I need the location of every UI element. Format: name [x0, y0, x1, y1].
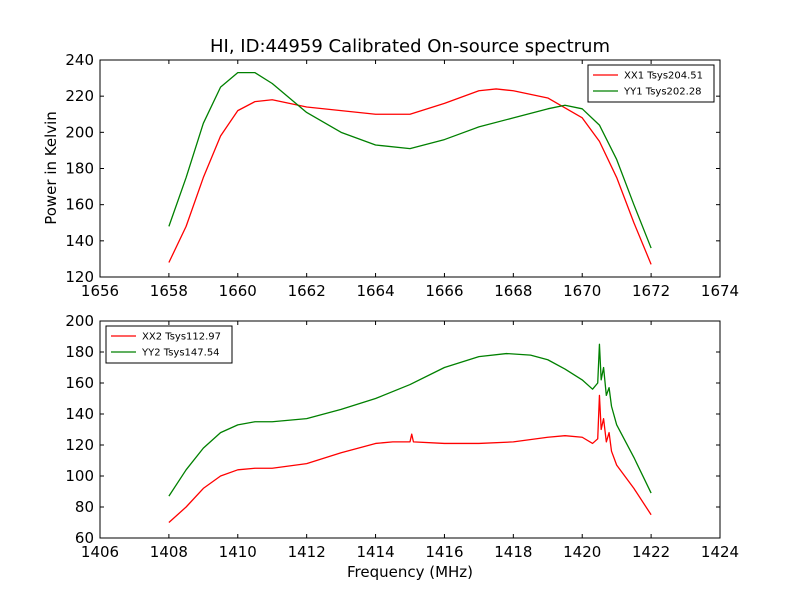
x-tick-label: 1670 — [563, 282, 601, 300]
x-tick-label: 1418 — [494, 543, 532, 561]
x-tick-label: 1674 — [701, 282, 739, 300]
series-line-1-2 — [168, 72, 652, 249]
series-line-2-2 — [168, 343, 652, 497]
y-tick-label: 200 — [65, 312, 94, 330]
y-tick-label: 200 — [65, 123, 94, 141]
x-tick-label: 1414 — [356, 543, 394, 561]
legend-box — [105, 325, 233, 364]
x-tick-label: 1424 — [701, 543, 739, 561]
y-tick-label: 120 — [65, 436, 94, 454]
series-line-2-1 — [168, 394, 652, 523]
plot-panel-2: 1406 1408 1410 1412 1414 1416 1418 1420 1422 1424… — [65, 312, 739, 561]
legend-box — [587, 64, 715, 103]
chart-title: HI, ID:44959 Calibrated On-source spectr… — [210, 36, 610, 57]
y-tick-label: 220 — [65, 87, 94, 105]
y-axis-title: Power in Kelvin — [42, 111, 60, 225]
axes-frame — [99, 320, 721, 539]
x-tick-label: 1406 — [81, 543, 119, 561]
y-tick-label: 160 — [65, 374, 94, 392]
y-tick-label: 180 — [65, 160, 94, 178]
x-tick-label: 1410 — [219, 543, 257, 561]
y-tick-label: 180 — [65, 343, 94, 361]
x-tick-label: 1412 — [288, 543, 326, 561]
y-tick-label: 160 — [65, 196, 94, 214]
x-tick-label: 1416 — [425, 543, 463, 561]
plot-panels: 1656 1658 1660 1662 1664 1666 1668 1670 1672 1674… — [65, 51, 739, 561]
x-tick-label: 1664 — [356, 282, 394, 300]
y-tick-label: 120 — [65, 268, 94, 286]
legend: XX1 Tsys204.51 YY1 Tsys202.28 — [587, 64, 715, 103]
legend-label: YY1 Tsys202.28 — [623, 87, 702, 98]
x-axis-title: Frequency (MHz) — [347, 563, 473, 581]
y-tick-label: 100 — [65, 467, 94, 485]
x-tick-label: 1660 — [219, 282, 257, 300]
x-tick-label: 1672 — [632, 282, 670, 300]
x-tick-label: 1408 — [150, 543, 188, 561]
y-tick-label: 240 — [65, 51, 94, 69]
y-tick-label: 140 — [65, 405, 94, 423]
x-tick-label: 1656 — [81, 282, 119, 300]
legend: XX2 Tsys112.97 YY2 Tsys147.54 — [105, 325, 233, 364]
legend-label: XX2 Tsys112.97 — [142, 332, 221, 343]
y-tick-label: 140 — [65, 232, 94, 250]
legend-label: YY2 Tsys147.54 — [141, 348, 220, 359]
x-tick-label: 1662 — [288, 282, 326, 300]
series-line-1-1 — [168, 88, 652, 265]
x-tick-label: 1420 — [563, 543, 601, 561]
x-tick-label: 1666 — [425, 282, 463, 300]
legend-label: XX1 Tsys204.51 — [624, 71, 703, 82]
plot-panel-1: 1656 1658 1660 1662 1664 1666 1668 1670 1672 1674… — [65, 51, 739, 300]
y-tick-label: 60 — [75, 529, 94, 547]
y-tick-label: 80 — [75, 498, 94, 516]
x-tick-label: 1668 — [494, 282, 532, 300]
x-tick-label: 1422 — [632, 543, 670, 561]
x-tick-label: 1658 — [150, 282, 188, 300]
